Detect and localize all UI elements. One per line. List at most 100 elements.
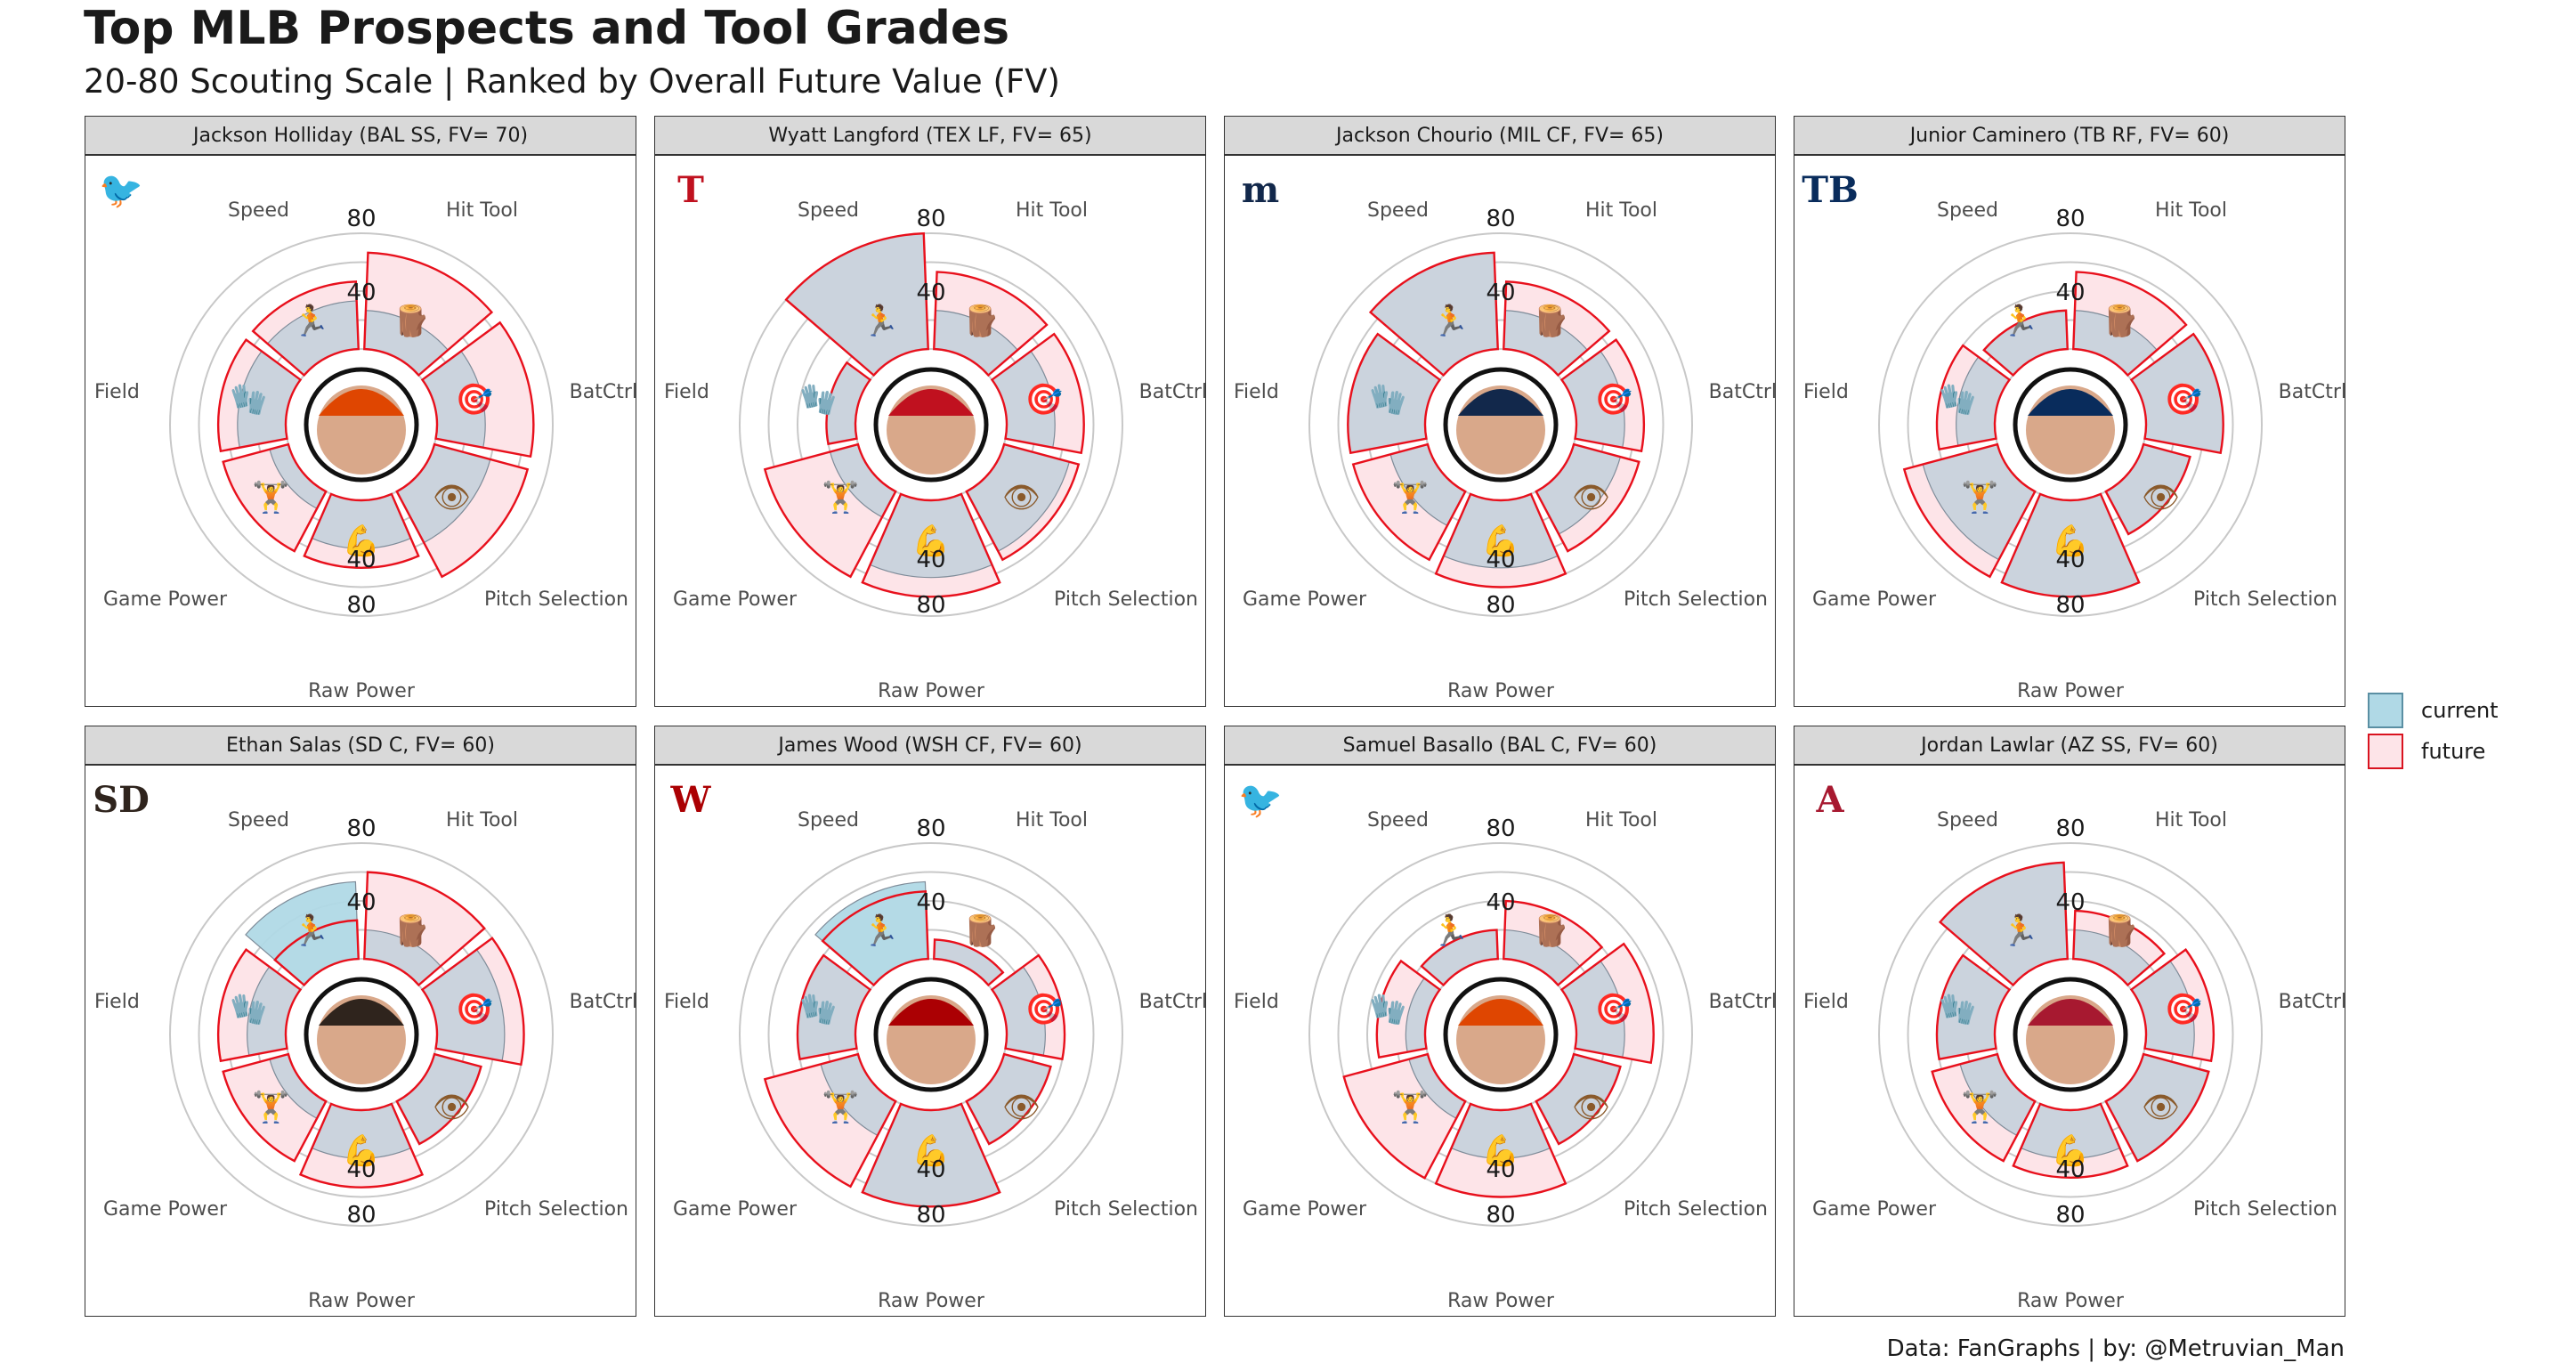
grid-ring	[169, 842, 554, 1227]
chart-title: Top MLB Prospects and Tool Grades	[84, 2, 1010, 55]
weightlifter-icon: 🏋	[252, 480, 289, 515]
flexed-biceps-icon: 💪	[343, 1133, 380, 1169]
tool-label: Game Power	[673, 1198, 798, 1221]
log-icon: 🪵	[962, 304, 1000, 339]
glove-icon: 🧤	[1369, 992, 1406, 1027]
tool-label: Field	[1803, 991, 1849, 1013]
future-bar-outline	[216, 337, 303, 453]
tool-label: BatCtrl	[570, 381, 637, 403]
future-bar-outline	[990, 332, 1085, 455]
runner-icon: 🏃	[1431, 304, 1469, 339]
tool-label: Speed	[1367, 199, 1429, 222]
polar-plot: 🪵 Hit Tool 🎯 BatCtrl 👁 Pitch Selection 💪 Raw Po…	[654, 765, 1207, 1317]
tool-label: Raw Power	[308, 1290, 416, 1312]
future-bar-outline	[1935, 953, 2012, 1061]
panel-strip-label: Jordan Lawlar (AZ SS, FV= 60)	[1794, 726, 2345, 765]
orioles-logo: 🐦	[1238, 779, 1283, 821]
player-cap	[1458, 999, 1543, 1026]
tool-label: Field	[94, 991, 140, 1013]
tool-label: Game Power	[1812, 588, 1937, 611]
eye-icon: 👁	[1572, 480, 1610, 515]
future-bar-outline	[1535, 442, 1640, 553]
target-icon: 🎯	[1025, 382, 1063, 418]
tool-label: BatCtrl	[1139, 991, 1207, 1013]
tool-label: Pitch Selection	[2193, 1198, 2337, 1221]
player-cap	[2028, 389, 2113, 416]
weightlifter-icon: 🏋	[1961, 1090, 1998, 1125]
future-bar-outline	[222, 1052, 328, 1163]
future-bar-outline	[216, 947, 303, 1063]
flexed-biceps-icon: 💪	[1482, 523, 1519, 559]
radial-tick-label: 80	[346, 592, 376, 619]
radial-tick-label: 40	[2055, 889, 2085, 916]
log-icon: 🪵	[1532, 304, 1569, 339]
eye-icon: 👁	[2142, 480, 2180, 515]
player-cap	[2028, 999, 2113, 1026]
rangers-logo: T	[677, 169, 704, 211]
eye-icon: 👁	[433, 1090, 471, 1125]
future-bar-outline	[2072, 909, 2167, 987]
tool-label: Speed	[1937, 199, 1998, 222]
future-bar-outline	[1434, 1102, 1567, 1198]
future-bar-outline	[420, 320, 535, 458]
future-bar-outline	[1982, 309, 2069, 377]
eye-icon: 👁	[1002, 1090, 1041, 1125]
radial-tick-label: 40	[346, 547, 376, 573]
diamondbacks-logo: A	[1815, 779, 1844, 821]
future-bar-outline	[363, 871, 486, 987]
tool-label: Raw Power	[2017, 1290, 2125, 1312]
polar-plot: 🪵 Hit Tool 🎯 BatCtrl 👁 Pitch Selection 💪 Raw Po…	[1224, 765, 1777, 1317]
future-bar-outline	[784, 231, 929, 377]
radial-tick-label: 80	[916, 592, 945, 619]
future-bar-outline	[933, 271, 1049, 377]
radial-tick-label: 40	[1486, 1156, 1515, 1183]
radial-tick-label: 80	[1486, 206, 1515, 232]
tool-label: BatCtrl	[2279, 381, 2346, 403]
future-bar-outline	[298, 1102, 425, 1188]
tool-label: Speed	[1937, 809, 1998, 832]
panel-strip-label: Junior Caminero (TB RF, FV= 60)	[1794, 116, 2345, 155]
radial-tick-label: 80	[1486, 592, 1515, 619]
player-cap	[319, 389, 404, 416]
tool-label: Hit Tool	[2155, 199, 2227, 222]
weightlifter-icon: 🏋	[822, 480, 859, 515]
future-bar-outline	[1434, 492, 1567, 588]
log-icon: 🪵	[393, 304, 430, 339]
grid-ring	[1907, 871, 2234, 1198]
future-bar-outline	[1931, 1052, 2037, 1163]
log-icon: 🪵	[1532, 913, 1569, 949]
padres-logo: SD	[93, 779, 150, 821]
target-icon: 🎯	[1025, 992, 1063, 1027]
future-bar-outline	[2072, 271, 2188, 377]
tool-label: Field	[1234, 381, 1279, 403]
radial-tick-label: 40	[346, 889, 376, 916]
weightlifter-icon: 🏋	[1391, 480, 1429, 515]
player-panel: Wyatt Langford (TEX LF, FV= 65) 🪵 Hit Tool…	[654, 116, 1208, 721]
polar-chart-svg: 🪵 Hit Tool 🎯 BatCtrl 👁 Pitch Selection 💪 Raw Po…	[664, 779, 1207, 1312]
glove-icon: 🧤	[1939, 992, 1976, 1027]
tool-label: Field	[664, 991, 709, 1013]
tool-label: Field	[1803, 381, 1849, 403]
radial-tick-label: 40	[1486, 547, 1515, 573]
target-icon: 🎯	[456, 382, 493, 418]
polar-plot: 🪵 Hit Tool 🎯 BatCtrl 👁 Pitch Selection 💪 Raw Po…	[1794, 155, 2346, 707]
polar-plot: 🪵 Hit Tool 🎯 BatCtrl 👁 Pitch Selection 💪 Raw Po…	[85, 765, 637, 1317]
tool-label: BatCtrl	[1139, 381, 1207, 403]
glove-icon: 🧤	[799, 382, 837, 418]
tool-label: Field	[664, 381, 709, 403]
panel-strip-label: Jackson Holliday (BAL SS, FV= 70)	[85, 116, 636, 155]
radial-tick-label: 80	[346, 1202, 376, 1229]
eye-icon: 👁	[2142, 1090, 2180, 1125]
caption: Data: FanGraphs | by: @Metruvian_Man	[1886, 1335, 2345, 1362]
weightlifter-icon: 🏋	[252, 1090, 289, 1125]
flexed-biceps-icon: 💪	[1482, 1133, 1519, 1169]
polar-plot: 🪵 Hit Tool 🎯 BatCtrl 👁 Pitch Selection 💪 Raw Po…	[654, 155, 1207, 707]
radial-tick-label: 40	[916, 889, 945, 916]
tool-label: Hit Tool	[2155, 809, 2227, 832]
tool-label: BatCtrl	[1709, 991, 1777, 1013]
target-icon: 🎯	[2165, 382, 2202, 418]
future-bar-outline	[763, 442, 897, 579]
player-cap	[1458, 389, 1543, 416]
tool-label: Raw Power	[2017, 680, 2125, 702]
